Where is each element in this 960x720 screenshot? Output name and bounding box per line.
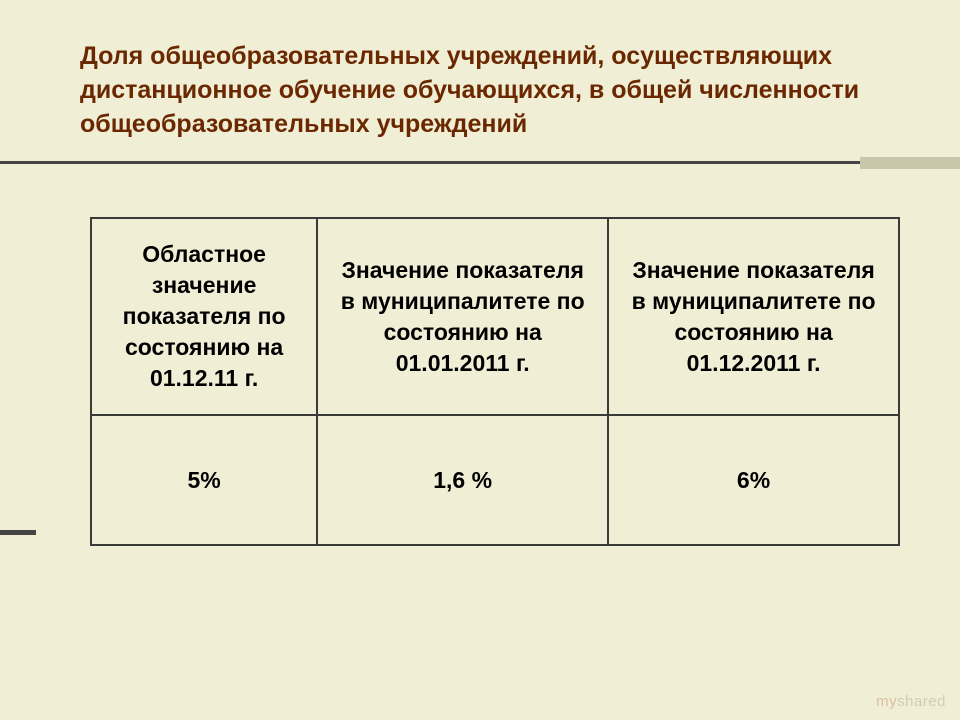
table-row: 5% 1,6 % 6% [91, 415, 899, 545]
divider [0, 159, 960, 177]
divider-line [0, 161, 960, 164]
slide-title: Доля общеобразовательных учреждений, осу… [80, 40, 910, 141]
divider-accent [860, 157, 960, 169]
table-header-row: Областное значение показателя по состоян… [91, 218, 899, 415]
table-cell: 6% [608, 415, 899, 545]
data-table: Областное значение показателя по состоян… [90, 217, 900, 546]
table-header-cell: Значение показателя в муниципалитете по … [608, 218, 899, 415]
table-cell: 1,6 % [317, 415, 608, 545]
left-accent-bar [0, 530, 36, 535]
watermark: myshared [876, 693, 946, 710]
table-header-cell: Значение показателя в муниципалитете по … [317, 218, 608, 415]
table-header-cell: Областное значение показателя по состоян… [91, 218, 317, 415]
table-cell: 5% [91, 415, 317, 545]
watermark-prefix: my [876, 693, 897, 710]
watermark-suffix: shared [897, 693, 946, 710]
